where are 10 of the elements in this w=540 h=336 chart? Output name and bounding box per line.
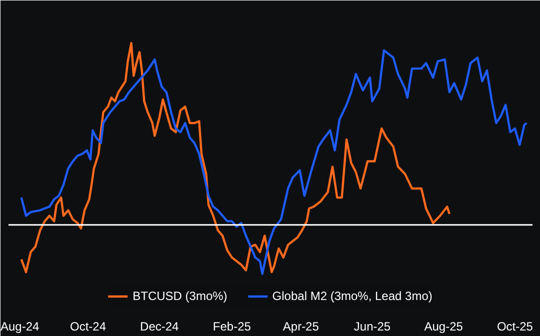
x-tick-label: Oct-25 <box>496 320 534 334</box>
x-tick-label: Oct-24 <box>70 320 106 334</box>
x-tick-label: Aug-25 <box>424 320 464 334</box>
x-tick-label: Dec-24 <box>140 320 180 334</box>
x-tick-label: Jun-25 <box>354 320 391 334</box>
legend-label: Global M2 (3mo%, Lead 3mo) <box>272 289 432 303</box>
x-tick-label: Feb-25 <box>212 320 252 334</box>
legend-label: BTCUSD (3mo%) <box>132 289 228 303</box>
x-tick-label: Aug-24 <box>0 320 40 334</box>
x-tick-label: Apr-25 <box>282 320 320 334</box>
